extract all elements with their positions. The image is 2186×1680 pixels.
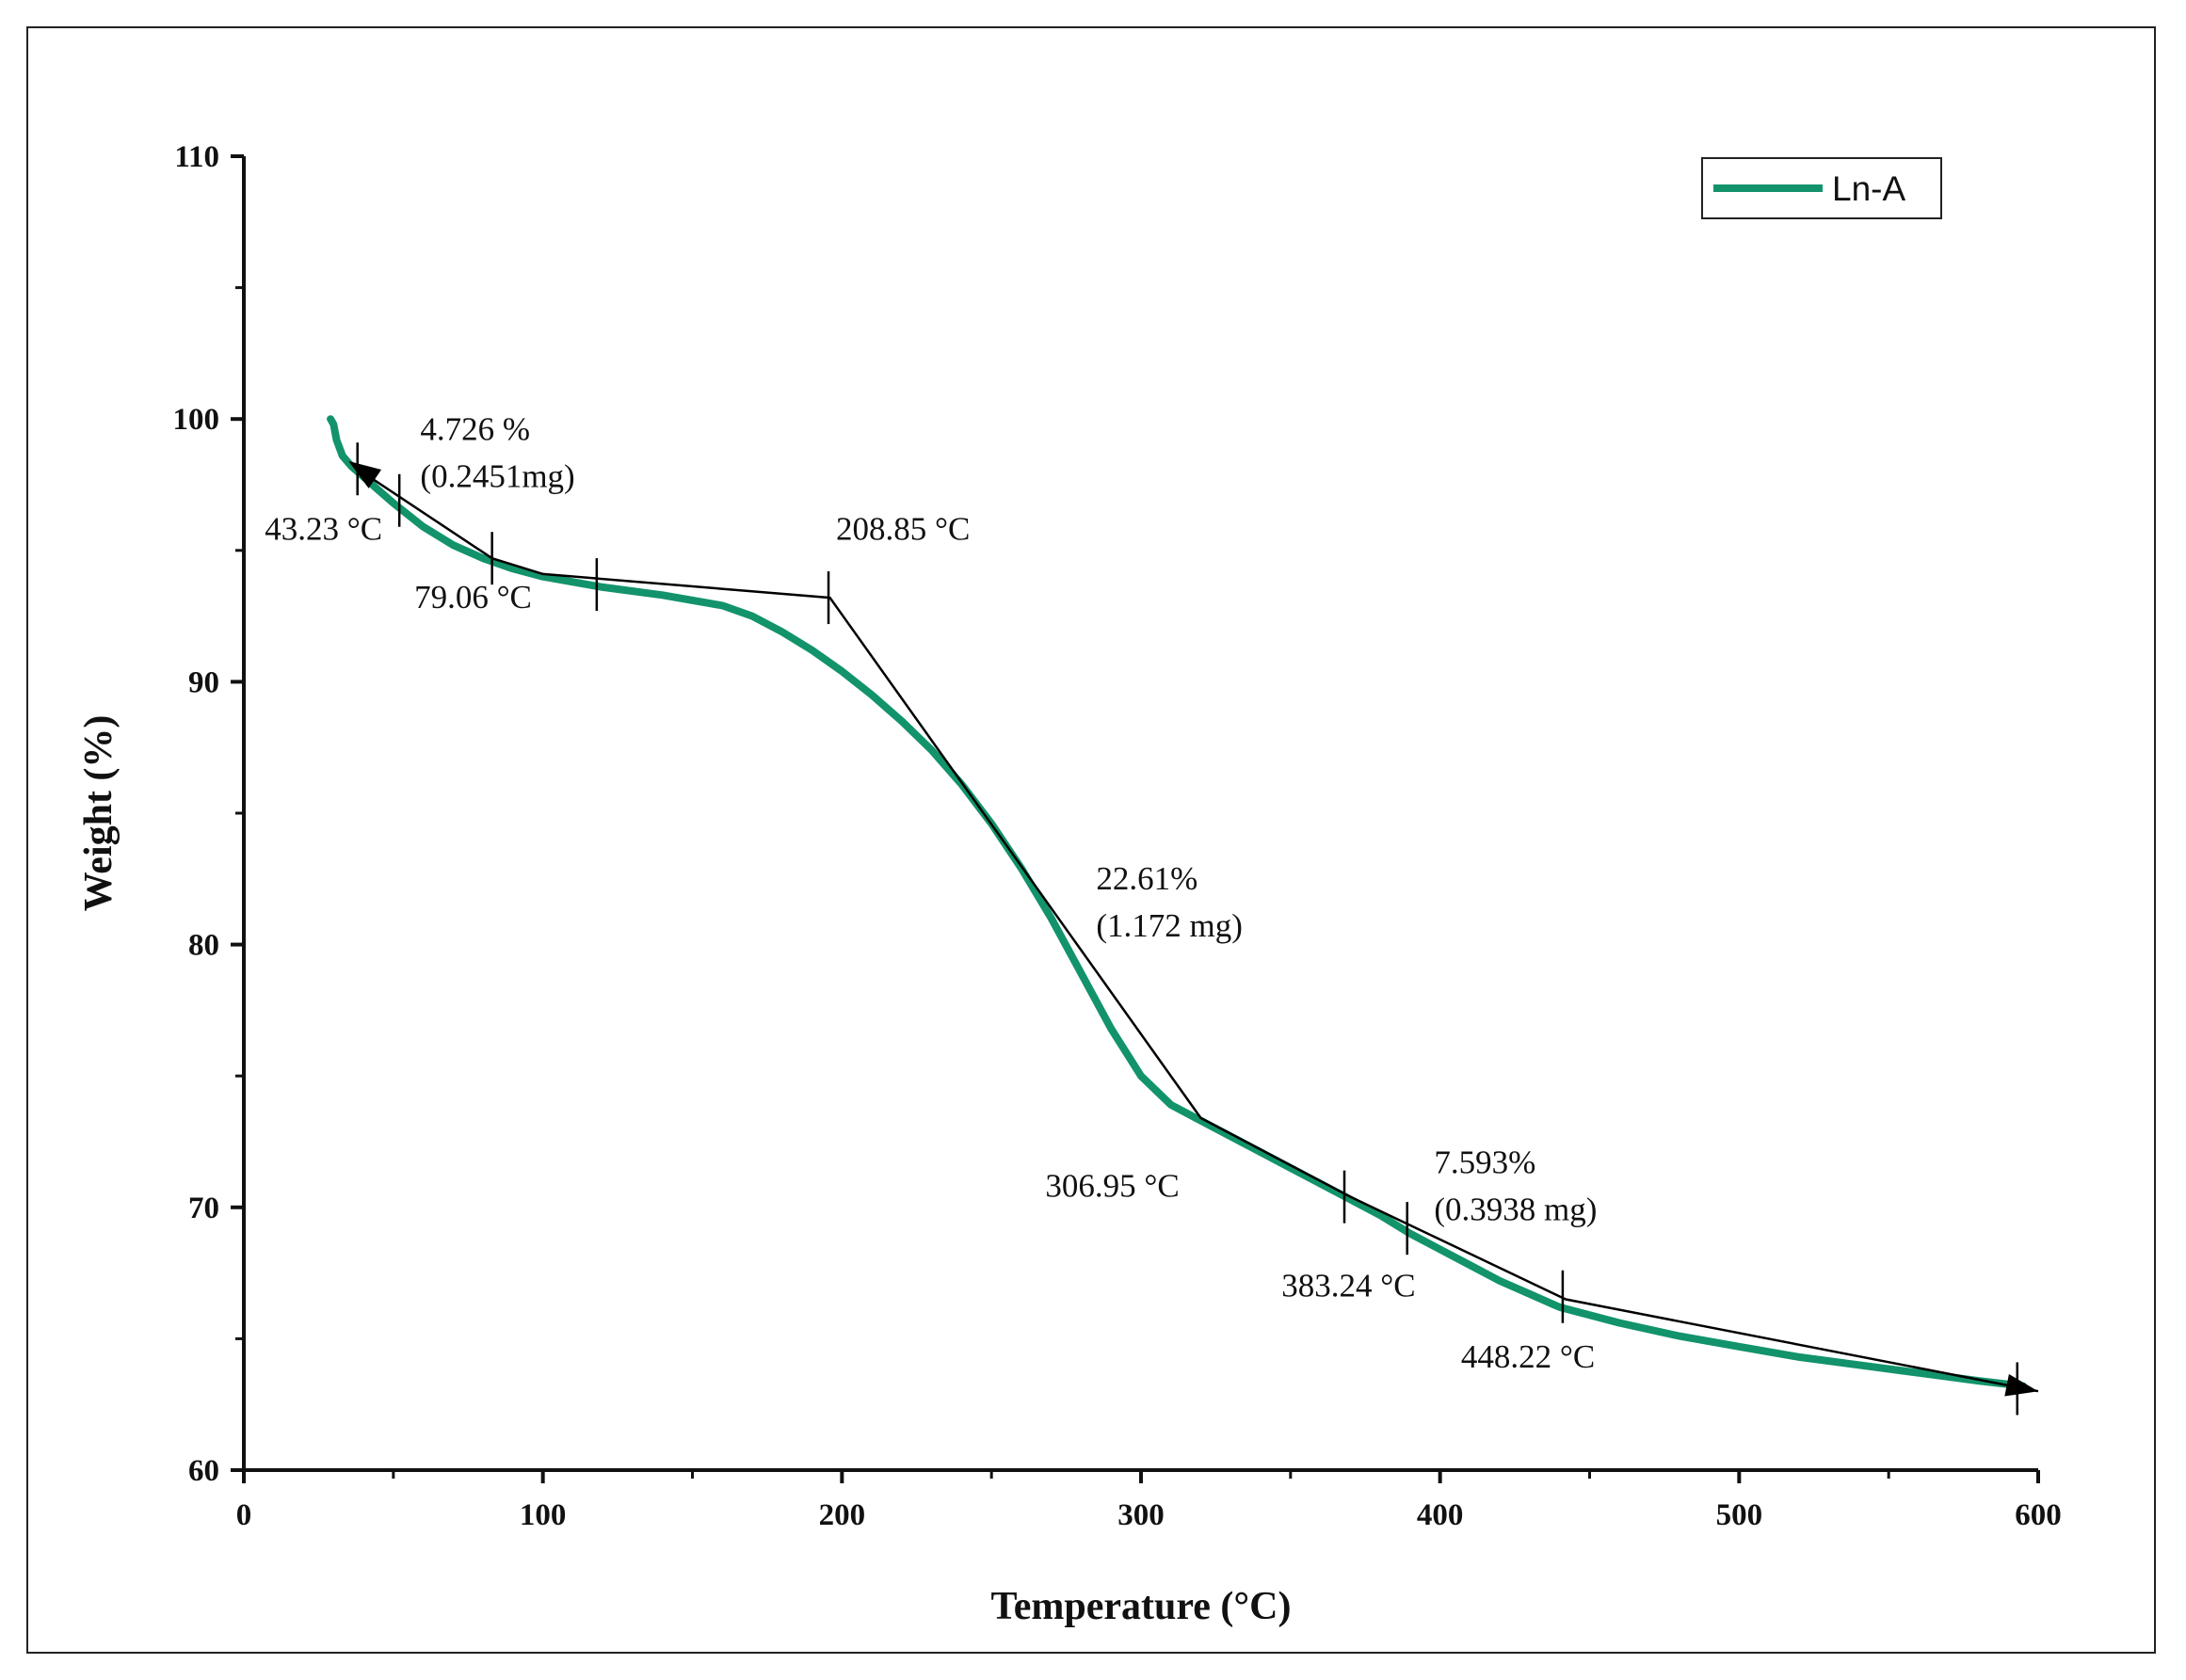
annotation-line: 306.95 °C (1045, 1168, 1179, 1205)
annotation-line: 43.23 °C (265, 511, 382, 548)
annotation-onset-3: 383.24 °C (1281, 1268, 1415, 1304)
weight-curve (327, 415, 2028, 1390)
annotation-line: (1.172 mg) (1096, 907, 1243, 944)
annotation-end-3: 448.22 °C (1461, 1338, 1595, 1375)
x-tick-label: 400 (1417, 1498, 1464, 1532)
x-tick-label: 200 (819, 1498, 866, 1532)
annotations: 4.726 % (0.2451mg) 43.23 °C 79.06 °C 208.85 … (265, 411, 1597, 1376)
x-tick-label: 0 (236, 1498, 252, 1532)
annotation-end-2: 306.95 °C (1045, 1168, 1179, 1205)
tangent-arrow-end (2004, 1373, 2038, 1397)
annotation-step3-loss: 7.593% (0.3938 mg) (1434, 1144, 1597, 1228)
annotation-end-1: 79.06 °C (414, 579, 532, 616)
y-tick-label: 70 (188, 1192, 219, 1225)
annotation-line: 448.22 °C (1461, 1338, 1595, 1375)
step-markers (356, 442, 2019, 1416)
y-tick-label: 80 (188, 929, 219, 963)
annotation-line: 208.85 °C (836, 511, 970, 548)
y-tick-label: 60 (188, 1454, 219, 1488)
annotation-line: 79.06 °C (414, 579, 532, 616)
annotation-line: 4.726 % (420, 411, 530, 448)
tangent-line (357, 468, 2039, 1393)
x-tick-label: 300 (1117, 1498, 1165, 1532)
x-tick-label: 100 (520, 1498, 567, 1532)
annotation-line: 383.24 °C (1281, 1268, 1415, 1304)
annotation-line: 7.593% (1434, 1144, 1535, 1181)
axes: 0 100 200 300 400 500 600 60 70 80 90 100 110 (173, 140, 2062, 1532)
figure-frame (26, 26, 2156, 1654)
y-tick-label: 100 (173, 403, 220, 437)
series-ln-a-line (327, 415, 2028, 1390)
y-axis-title: Weight (%) (77, 715, 121, 912)
annotation-line: (0.3938 mg) (1434, 1192, 1597, 1228)
annotation-line: 22.61% (1096, 860, 1197, 897)
annotation-line: (0.2451mg) (420, 458, 574, 495)
annotation-step2-loss: 22.61% (1.172 mg) (1096, 860, 1243, 944)
legend: Ln-A (1701, 157, 1942, 219)
y-tick-label: 90 (188, 665, 219, 699)
x-tick-label: 500 (1716, 1498, 1763, 1532)
annotation-onset-1: 43.23 °C (265, 511, 382, 548)
y-tick-label: 110 (174, 140, 219, 174)
x-tick-label: 600 (2015, 1498, 2062, 1532)
legend-label: Ln-A (1832, 169, 1905, 208)
x-axis-title: Temperature (°C) (991, 1585, 1292, 1628)
annotation-step1-loss: 4.726 % (0.2451mg) (420, 411, 574, 495)
annotation-onset-2: 208.85 °C (836, 511, 970, 548)
